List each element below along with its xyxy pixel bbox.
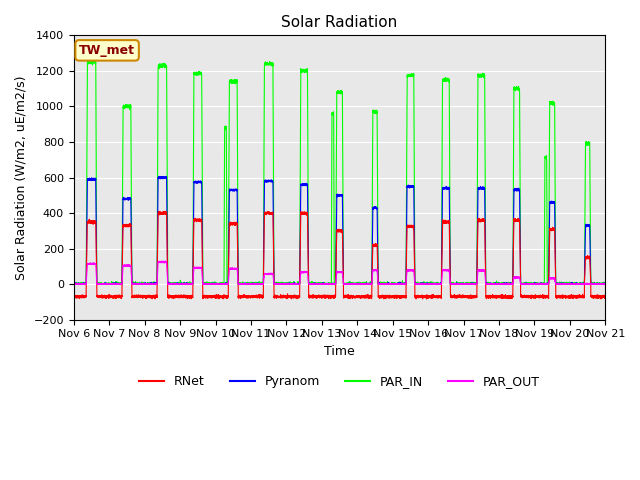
PAR_IN <box>321 281 329 287</box>
X-axis label: Time: Time <box>324 345 355 358</box>
Legend: RNet, Pyranom, PAR_IN, PAR_OUT: RNet, Pyranom, PAR_IN, PAR_OUT <box>134 370 545 393</box>
PAR_OUT <box>474 274 481 280</box>
Pyranom <box>474 230 481 236</box>
PAR_IN <box>88 57 96 63</box>
Pyranom <box>602 281 609 287</box>
RNet <box>251 294 259 300</box>
PAR_IN <box>474 183 481 189</box>
Line: Pyranom: Pyranom <box>74 176 605 284</box>
PAR_OUT <box>70 281 77 287</box>
Pyranom <box>573 280 580 286</box>
PAR_IN <box>458 281 466 287</box>
RNet <box>579 295 587 300</box>
PAR_IN <box>579 281 587 287</box>
RNet <box>321 294 329 300</box>
PAR_OUT <box>251 281 259 287</box>
PAR_OUT <box>161 258 169 264</box>
Line: PAR_OUT: PAR_OUT <box>74 261 605 284</box>
RNet <box>458 293 466 299</box>
Pyranom <box>459 281 467 287</box>
Line: RNet: RNet <box>74 211 605 299</box>
Pyranom <box>70 281 77 287</box>
PAR_OUT <box>579 281 587 287</box>
PAR_OUT <box>573 281 580 287</box>
RNet <box>70 293 77 299</box>
PAR_OUT <box>602 281 609 287</box>
RNet <box>573 294 580 300</box>
Pyranom <box>70 281 78 287</box>
RNet <box>161 208 169 214</box>
RNet <box>602 295 609 300</box>
PAR_IN <box>70 281 77 287</box>
PAR_OUT <box>70 281 77 287</box>
Pyranom <box>322 281 330 287</box>
Line: PAR_IN: PAR_IN <box>74 60 605 284</box>
Pyranom <box>251 281 259 287</box>
PAR_IN <box>602 281 609 287</box>
PAR_IN <box>251 281 259 287</box>
PAR_IN <box>573 280 580 286</box>
Pyranom <box>579 281 587 287</box>
Title: Solar Radiation: Solar Radiation <box>282 15 397 30</box>
RNet <box>474 251 481 257</box>
PAR_OUT <box>459 281 467 287</box>
Y-axis label: Solar Radiation (W/m2, uE/m2/s): Solar Radiation (W/m2, uE/m2/s) <box>15 75 28 280</box>
Pyranom <box>162 173 170 179</box>
PAR_OUT <box>322 281 330 287</box>
Text: TW_met: TW_met <box>79 44 135 57</box>
RNet <box>597 296 605 302</box>
